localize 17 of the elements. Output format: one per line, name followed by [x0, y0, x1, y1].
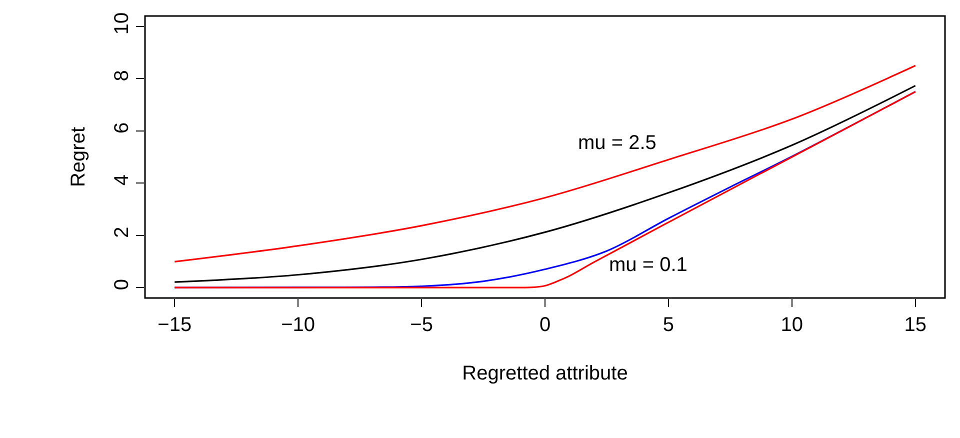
x-tick-label: 5 [662, 314, 674, 336]
y-axis-title: Regret [68, 126, 90, 188]
y-tick-label: 2 [111, 226, 133, 238]
x-tick-label: 10 [780, 314, 804, 336]
x-tick-label: 0 [539, 314, 551, 336]
y-tick-label: 10 [111, 12, 133, 35]
x-tick-label: −15 [158, 314, 192, 336]
annotation: mu = 0.1 [609, 254, 688, 276]
x-axis-title: Regretted attribute [462, 362, 628, 384]
x-tick-label: 15 [904, 314, 926, 336]
y-tick-label: 6 [111, 122, 133, 134]
annotation: mu = 2.5 [578, 132, 656, 154]
x-tick-label: −10 [281, 314, 316, 336]
x-tick-label: −5 [410, 314, 433, 336]
y-tick-label: 4 [111, 174, 133, 186]
y-tick-label: 0 [111, 278, 133, 290]
y-tick-label: 8 [111, 70, 133, 82]
